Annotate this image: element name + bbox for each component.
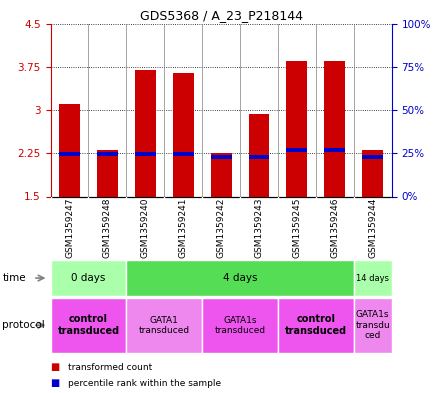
Text: protocol: protocol xyxy=(2,320,45,330)
Text: GATA1s
transdu
ced: GATA1s transdu ced xyxy=(355,310,390,340)
Text: ■: ■ xyxy=(51,378,60,388)
Bar xyxy=(59,152,80,156)
Text: GSM1359247: GSM1359247 xyxy=(65,198,74,258)
Bar xyxy=(51,298,126,353)
Text: GSM1359242: GSM1359242 xyxy=(216,198,226,258)
Bar xyxy=(286,61,307,196)
Bar xyxy=(354,260,392,296)
Text: GSM1359241: GSM1359241 xyxy=(179,198,188,258)
Bar xyxy=(97,151,118,196)
Bar xyxy=(362,151,383,196)
Text: percentile rank within the sample: percentile rank within the sample xyxy=(68,379,221,387)
Text: time: time xyxy=(2,273,26,283)
Bar xyxy=(324,61,345,196)
Text: GSM1359245: GSM1359245 xyxy=(292,198,301,258)
Text: ■: ■ xyxy=(51,362,60,373)
Bar xyxy=(202,298,278,353)
Bar xyxy=(173,73,194,196)
Text: transformed count: transformed count xyxy=(68,363,152,372)
Text: GSM1359240: GSM1359240 xyxy=(141,198,150,258)
Text: GSM1359244: GSM1359244 xyxy=(368,198,377,258)
Text: control
transduced: control transduced xyxy=(285,314,347,336)
Bar xyxy=(51,260,126,296)
Text: control
transduced: control transduced xyxy=(58,314,120,336)
Text: GSM1359248: GSM1359248 xyxy=(103,198,112,258)
Bar xyxy=(211,153,231,196)
Bar xyxy=(126,260,354,296)
Text: GATA1s
transduced: GATA1s transduced xyxy=(214,316,266,335)
Bar xyxy=(173,152,194,156)
Bar xyxy=(278,298,354,353)
Bar xyxy=(126,298,202,353)
Bar xyxy=(135,70,156,196)
Bar xyxy=(286,148,307,152)
Bar xyxy=(362,155,383,159)
Text: 0 days: 0 days xyxy=(71,273,106,283)
Bar xyxy=(135,152,156,156)
Bar xyxy=(324,148,345,152)
Text: GATA1
transduced: GATA1 transduced xyxy=(139,316,190,335)
Text: GSM1359246: GSM1359246 xyxy=(330,198,339,258)
Bar xyxy=(249,155,269,159)
Bar xyxy=(249,114,269,196)
Text: GSM1359243: GSM1359243 xyxy=(254,198,264,258)
Text: 14 days: 14 days xyxy=(356,274,389,283)
Bar xyxy=(354,298,392,353)
Bar xyxy=(211,155,231,159)
Bar xyxy=(59,104,80,196)
Title: GDS5368 / A_23_P218144: GDS5368 / A_23_P218144 xyxy=(139,9,303,22)
Text: 4 days: 4 days xyxy=(223,273,257,283)
Bar xyxy=(97,152,118,156)
